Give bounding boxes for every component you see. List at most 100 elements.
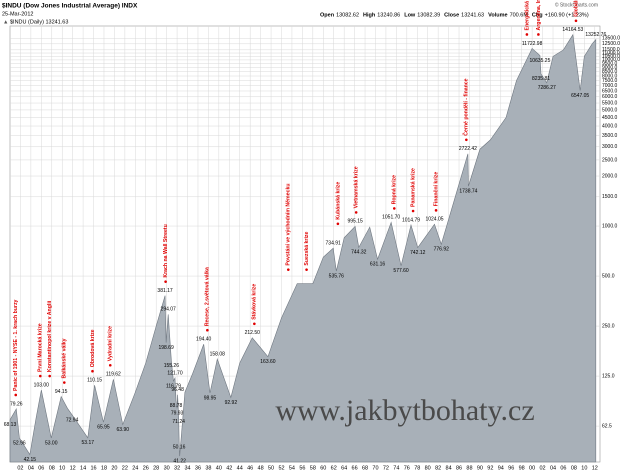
- y-tick-label: 4000.0: [602, 123, 618, 129]
- annotation: Recese, 2.světová válka: [205, 267, 211, 326]
- value-label: 119.62: [106, 372, 121, 378]
- y-tick-label: 9000.0: [602, 65, 618, 71]
- value-label: 8235.81: [532, 76, 550, 82]
- credit: © StockCharts.com: [555, 1, 598, 8]
- quote-value: 13082.62: [336, 12, 359, 18]
- annotation-dot: [525, 33, 529, 36]
- y-tick-label: 7000.0: [602, 83, 618, 89]
- annotation-dot: [411, 209, 415, 213]
- x-tick-label: 56: [299, 465, 305, 471]
- value-label: 65.95: [97, 425, 110, 431]
- annotation: Vydradní krize: [108, 326, 114, 361]
- value-label: 194.40: [196, 337, 212, 343]
- value-label: 1014.79: [402, 217, 420, 223]
- x-tick-label: 36: [195, 465, 201, 471]
- value-label: 53.17: [82, 440, 95, 446]
- annotation: Energetická krize: [524, 0, 530, 30]
- annotation-dot: [38, 374, 42, 378]
- quote-label: Volume: [488, 12, 507, 18]
- y-tick-label: 62.5: [602, 423, 612, 429]
- x-tick-label: 06: [560, 465, 566, 471]
- x-tick-label: 40: [216, 465, 222, 471]
- y-tick-label: 250.0: [602, 323, 615, 329]
- value-label: 41.22: [173, 458, 186, 464]
- quote-value: 13240.86: [377, 12, 400, 18]
- x-tick-label: 60: [320, 465, 326, 471]
- y-tick-label: 5000.0: [602, 107, 618, 113]
- value-label: 103.00: [34, 382, 50, 388]
- annotation-dot: [392, 207, 396, 210]
- y-tick-label: 10000.0: [602, 57, 620, 63]
- x-tick-label: 74: [393, 465, 399, 471]
- annotation-dot: [206, 328, 209, 332]
- x-tick-label: 46: [247, 465, 253, 471]
- x-tick-label: 88: [466, 465, 472, 471]
- value-label: 198.69: [158, 345, 174, 351]
- y-tick-label: 12500.0: [602, 41, 620, 47]
- value-label: 50.16: [173, 444, 186, 450]
- value-label: 1051.70: [382, 215, 400, 221]
- value-label: 42.15: [24, 457, 37, 463]
- x-tick-label: 08: [571, 465, 577, 471]
- x-tick-label: 14: [80, 465, 86, 471]
- value-label: 96.48: [171, 387, 184, 393]
- value-label: 742.12: [410, 250, 426, 256]
- y-tick-label: 3000.0: [602, 144, 618, 150]
- y-tick-label: 10500.0: [602, 54, 620, 60]
- quote-label: Close: [444, 12, 459, 18]
- x-tick-label: 38: [205, 465, 211, 471]
- y-tick-label: 1500.0: [602, 194, 618, 200]
- value-label: 995.15: [347, 219, 363, 225]
- value-label: 110.15: [87, 378, 102, 384]
- y-tick-label: 7500.0: [602, 78, 618, 84]
- y-tick-label: 2000.0: [602, 173, 618, 179]
- annotation: Černé pondělí - finance: [463, 78, 470, 135]
- value-label: 92.92: [225, 400, 238, 406]
- x-tick-label: 98: [519, 465, 525, 471]
- annotation-dot: [63, 381, 66, 384]
- quote: Open 13082.62 High 13240.86 Low 13082.39 Close…: [320, 12, 589, 18]
- annotation: Panamská krize: [410, 168, 416, 207]
- y-tick-label: 11000.0: [602, 50, 620, 56]
- value-label: 155.26: [164, 363, 180, 369]
- x-tick-label: 78: [414, 465, 420, 471]
- y-tick-label: 5500.0: [602, 100, 618, 106]
- x-tick-label: 82: [435, 465, 441, 471]
- annotation: Ropná krize: [392, 175, 398, 205]
- y-tick-label: 3500.0: [602, 133, 618, 139]
- y-tick-label: 11500.0: [602, 47, 620, 53]
- x-tick-label: 44: [237, 465, 243, 471]
- date: 25-Mar-2012: [2, 11, 34, 17]
- value-label: 7286.27: [538, 85, 556, 91]
- value-label: 79.93: [171, 411, 184, 417]
- x-tick-label: 04: [550, 465, 556, 471]
- value-label: 94.15: [55, 389, 68, 395]
- y-tick-label: 8500.0: [602, 69, 618, 75]
- quote-label: Open: [320, 12, 335, 18]
- x-tick-label: 48: [258, 465, 264, 471]
- x-tick-label: 02: [540, 465, 546, 471]
- value-label: 116.79: [166, 383, 181, 389]
- x-tick-label: 94: [498, 465, 504, 471]
- x-tick-label: 02: [17, 465, 23, 471]
- x-tick-label: 64: [341, 465, 347, 471]
- y-tick-label: 4500.0: [602, 115, 618, 121]
- value-label: 63.90: [117, 427, 130, 433]
- legend-marker: ▲: [3, 19, 8, 25]
- annotation-dot: [253, 322, 256, 326]
- quote-label: High: [363, 12, 376, 18]
- value-label: 72.94: [66, 417, 79, 423]
- x-tick-label: 54: [289, 465, 295, 471]
- annotation: Vietnamská krize: [354, 166, 360, 208]
- annotation-dot: [537, 33, 540, 36]
- labels: 68.13 79.26 52.96 42.15 103.00 53.00 94.15 72.9…: [4, 0, 607, 464]
- y-tick-label: 6500.0: [602, 88, 618, 94]
- y-tick-label: 125.0: [602, 373, 615, 379]
- annotation: Stávková krize: [252, 284, 258, 320]
- y-tick-label: 1000.0: [602, 223, 618, 229]
- x-tick-label: 80: [425, 465, 431, 471]
- annotation-dot: [336, 222, 340, 226]
- value-label: 631.16: [370, 262, 386, 268]
- x-tick-label: 30: [164, 465, 170, 471]
- value-label: 121.70: [167, 370, 183, 376]
